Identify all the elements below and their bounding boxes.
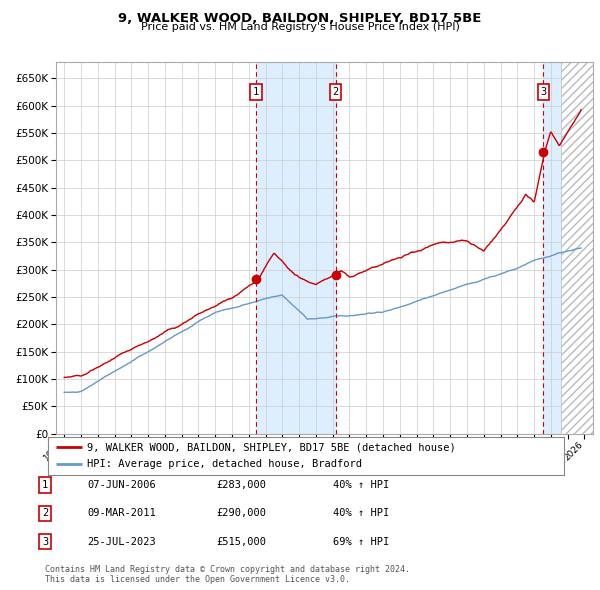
Text: 25-JUL-2023: 25-JUL-2023	[87, 537, 156, 546]
Text: £290,000: £290,000	[216, 509, 266, 518]
Bar	[561, 62, 593, 434]
Text: 40% ↑ HPI: 40% ↑ HPI	[333, 480, 389, 490]
Text: 3: 3	[42, 537, 48, 546]
Text: 9, WALKER WOOD, BAILDON, SHIPLEY, BD17 5BE (detached house): 9, WALKER WOOD, BAILDON, SHIPLEY, BD17 5…	[86, 442, 455, 453]
Text: 07-JUN-2006: 07-JUN-2006	[87, 480, 156, 490]
Text: 1: 1	[42, 480, 48, 490]
Text: 2: 2	[42, 509, 48, 518]
Text: 3: 3	[541, 87, 547, 97]
Text: £283,000: £283,000	[216, 480, 266, 490]
Bar	[544, 62, 593, 434]
Text: £515,000: £515,000	[216, 537, 266, 546]
Text: 1: 1	[253, 87, 259, 97]
Text: 09-MAR-2011: 09-MAR-2011	[87, 509, 156, 518]
Text: 9, WALKER WOOD, BAILDON, SHIPLEY, BD17 5BE: 9, WALKER WOOD, BAILDON, SHIPLEY, BD17 5…	[118, 12, 482, 25]
Bar	[256, 62, 336, 434]
Text: 2: 2	[332, 87, 339, 97]
Text: Contains HM Land Registry data © Crown copyright and database right 2024.
This d: Contains HM Land Registry data © Crown c…	[45, 565, 410, 584]
Text: Price paid vs. HM Land Registry's House Price Index (HPI): Price paid vs. HM Land Registry's House …	[140, 22, 460, 32]
Text: 69% ↑ HPI: 69% ↑ HPI	[333, 537, 389, 546]
Text: 40% ↑ HPI: 40% ↑ HPI	[333, 509, 389, 518]
Text: HPI: Average price, detached house, Bradford: HPI: Average price, detached house, Brad…	[86, 459, 362, 469]
